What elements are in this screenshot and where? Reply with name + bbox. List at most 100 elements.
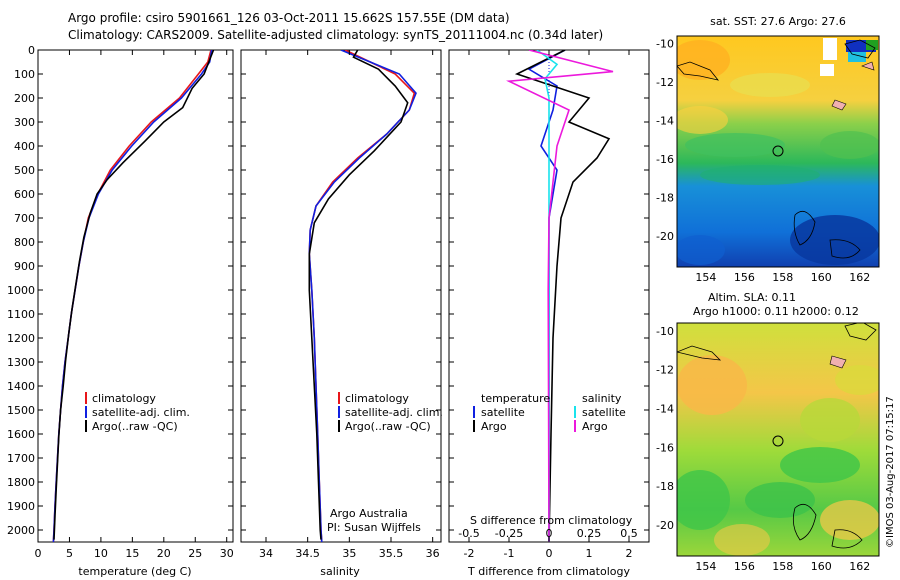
sla-map-lon-label: 158 <box>772 560 793 573</box>
temperature-climatology-line <box>52 50 212 542</box>
depth-tick-label: 1800 <box>7 476 35 489</box>
salinity-series-group <box>308 50 417 542</box>
sla-map-frame <box>676 322 880 557</box>
difference-top-tick-label: -0.5 <box>458 527 479 540</box>
annotation-pi: PI: Susan Wijffels <box>327 521 421 534</box>
sst-map-frame <box>676 35 880 268</box>
depth-tick-label: 1100 <box>7 308 35 321</box>
difference-legend: temperature salinity satellite Argo sate… <box>470 392 633 527</box>
salinity-xtick-label: 35 <box>342 547 356 560</box>
difference-top-tick-label: 0.25 <box>577 527 602 540</box>
temperature-legend: climatology satellite-adj. clim. Argo(..… <box>85 392 190 433</box>
salinity-argo-raw-qc--line <box>308 50 409 540</box>
legend-label-s-argo: Argo <box>582 420 608 433</box>
depth-tick-label: 1400 <box>7 380 35 393</box>
temperature-xtick-label: 25 <box>188 547 202 560</box>
sla-map-lat-label: -12 <box>656 364 674 377</box>
difference-s-argo-line <box>506 50 614 542</box>
sla-map-lat-label: -10 <box>656 325 674 338</box>
sst-map-lat-label: -10 <box>656 38 674 51</box>
depth-tick-label: 2000 <box>7 524 35 537</box>
salinity-xtick-label: 35.5 <box>379 547 404 560</box>
temperature-xtick-label: 20 <box>157 547 171 560</box>
depth-tick-label: 1700 <box>7 452 35 465</box>
temperature-series-group <box>52 50 215 542</box>
figure-title-line2: Climatology: CARS2009. Satellite-adjuste… <box>68 28 604 42</box>
legend-title-temperature: temperature <box>481 392 550 405</box>
difference-s-satellite-line <box>536 50 559 542</box>
difference-xtick-label: 0 <box>546 547 553 560</box>
sla-map-lat-label: -16 <box>656 441 674 454</box>
temperature-xtick-label: 30 <box>220 547 234 560</box>
legend-label-s-satellite: satellite <box>582 406 626 419</box>
difference-top-tick-label: -0.25 <box>495 527 523 540</box>
legend-label-argo: Argo(..raw -QC) <box>92 420 178 433</box>
sla-map-lon-label: 156 <box>734 560 755 573</box>
sst-map-lat-label: -14 <box>656 115 674 128</box>
depth-tick-label: 800 <box>14 236 35 249</box>
temperature-satellite-adj-clim--line <box>52 50 213 542</box>
sla-map-lat-label: -14 <box>656 402 674 415</box>
depth-tick-label: 1600 <box>7 428 35 441</box>
figure-title-line1: Argo profile: csiro 5901661_126 03-Oct-2… <box>68 11 510 25</box>
difference-xtick-label: 1 <box>586 547 593 560</box>
salinity-xtick-label: 34 <box>259 547 273 560</box>
difference-top-axis-title: S difference from climatology <box>470 514 633 527</box>
sst-map-field <box>677 36 879 267</box>
sla-map-lat-label: -20 <box>656 519 674 532</box>
sst-map-lon-label: 158 <box>772 271 793 284</box>
temperature-xtick-label: 10 <box>94 547 108 560</box>
difference-t-argo-line <box>514 50 611 542</box>
depth-tick-label: 300 <box>14 116 35 129</box>
salinity-xtick-label: 36 <box>426 547 440 560</box>
sst-map-lon-label: 160 <box>811 271 832 284</box>
temperature-plot-frame <box>37 49 234 543</box>
difference-xtick-label: -1 <box>504 547 515 560</box>
depth-tick-label: 400 <box>14 140 35 153</box>
salinity-axis-label: salinity <box>320 565 360 578</box>
legend-label-argo: Argo(..raw -QC) <box>345 420 431 433</box>
sla-map-lat-label: -18 <box>656 480 674 493</box>
sst-map-lon-label: 154 <box>695 271 716 284</box>
difference-xtick-label: -2 <box>464 547 475 560</box>
sst-map-lon-label: 162 <box>849 271 870 284</box>
depth-tick-label: 700 <box>14 212 35 225</box>
sst-map-lat-label: -12 <box>656 76 674 89</box>
legend-label-t-satellite: satellite <box>481 406 525 419</box>
depth-tick-label: 1200 <box>7 332 35 345</box>
annotation-argo-australia: Argo Australia <box>330 507 408 520</box>
temperature-xtick-label: 5 <box>66 547 73 560</box>
legend-label-t-argo: Argo <box>481 420 507 433</box>
depth-tick-label: 200 <box>14 92 35 105</box>
difference-axis-label: T difference from climatology <box>467 565 630 578</box>
sla-map-subtitle: Argo h1000: 0.11 h2000: 0.12 <box>693 305 859 318</box>
difference-top-tick-label: 0 <box>546 527 553 540</box>
difference-t-satellite-line <box>527 50 566 542</box>
sst-map-title: sat. SST: 27.6 Argo: 27.6 <box>710 15 846 28</box>
sst-map-lat-label: -18 <box>656 192 674 205</box>
legend-title-salinity: salinity <box>582 392 622 405</box>
depth-tick-label: 0 <box>28 44 35 57</box>
depth-tick-label: 900 <box>14 260 35 273</box>
temperature-argo-raw-qc--line <box>53 50 215 540</box>
sla-map-float-marker <box>772 435 784 447</box>
salinity-legend: climatology satellite-adj. clim. Argo(..… <box>327 392 443 534</box>
sst-map-lat-label: -16 <box>656 153 674 166</box>
sla-map-title: Altim. SLA: 0.11 <box>708 291 796 304</box>
legend-label-satellite: satellite-adj. clim. <box>92 406 190 419</box>
temperature-xtick-label: 0 <box>35 547 42 560</box>
sla-map-lon-label: 154 <box>695 560 716 573</box>
difference-series-group <box>506 50 614 542</box>
legend-label-climatology: climatology <box>92 392 156 405</box>
depth-tick-label: 500 <box>14 164 35 177</box>
sst-map-float-marker <box>772 145 784 157</box>
depth-tick-label: 1300 <box>7 356 35 369</box>
salinity-plot-frame <box>240 49 442 543</box>
depth-tick-label: 1500 <box>7 404 35 417</box>
copyright-stamp: ©IMOS 03-Aug-2017 07:15:17 <box>885 396 896 548</box>
difference-top-tick-label: 0.5 <box>620 527 638 540</box>
axis-ticks-group: 0 5 10 15 20 25 300100200300400500600700800900… <box>7 38 870 573</box>
sla-map-lon-label: 162 <box>849 560 870 573</box>
